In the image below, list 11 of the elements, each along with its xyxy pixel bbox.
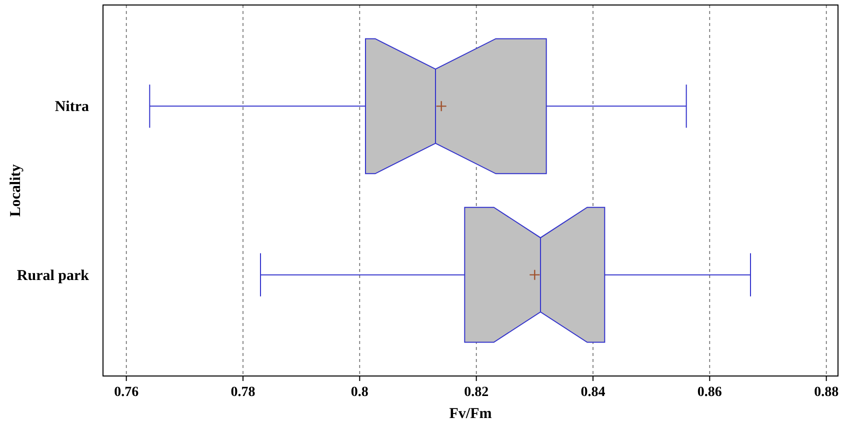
x-axis-title: Fv/Fm: [449, 406, 492, 422]
y-tick-label: Nitra: [54, 99, 90, 116]
y-tick-label: Rural park: [16, 268, 90, 284]
y-axis-title: Locality: [8, 164, 24, 217]
x-tick-label: 0.82: [464, 385, 489, 400]
x-tick-label: 0.76: [114, 385, 139, 400]
x-tick-label: 0.84: [580, 385, 606, 400]
x-tick-label: 0.8: [350, 385, 368, 400]
x-tick-label: 0.86: [697, 385, 722, 400]
x-tick-label: 0.78: [230, 385, 256, 400]
x-tick-label: 0.88: [814, 385, 839, 400]
